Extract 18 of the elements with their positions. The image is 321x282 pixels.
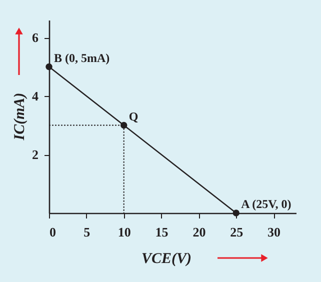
annotation: B (0, 5mA) xyxy=(54,50,110,65)
y-axis-title: IC(mA) xyxy=(12,92,28,142)
x-axis-title: VCE(V) xyxy=(141,251,192,267)
point xyxy=(120,122,128,129)
point xyxy=(232,210,240,216)
x-tick-label: 0 xyxy=(50,224,56,240)
y-tick-label: 6 xyxy=(32,30,39,46)
x-tick-label: 20 xyxy=(192,224,206,240)
x-tick-label: 15 xyxy=(155,224,169,240)
annotation: A (25V, 0) xyxy=(241,197,292,211)
x-tick-label: 25 xyxy=(230,224,244,240)
y-tick-label: 4 xyxy=(32,88,39,104)
x-tick-label: 30 xyxy=(268,224,281,240)
x-tick-label: 10 xyxy=(118,224,131,240)
y-tick-label: 2 xyxy=(32,147,38,162)
x-tick-label: 5 xyxy=(84,224,91,240)
point xyxy=(46,63,52,70)
annotation: Q xyxy=(128,109,138,124)
